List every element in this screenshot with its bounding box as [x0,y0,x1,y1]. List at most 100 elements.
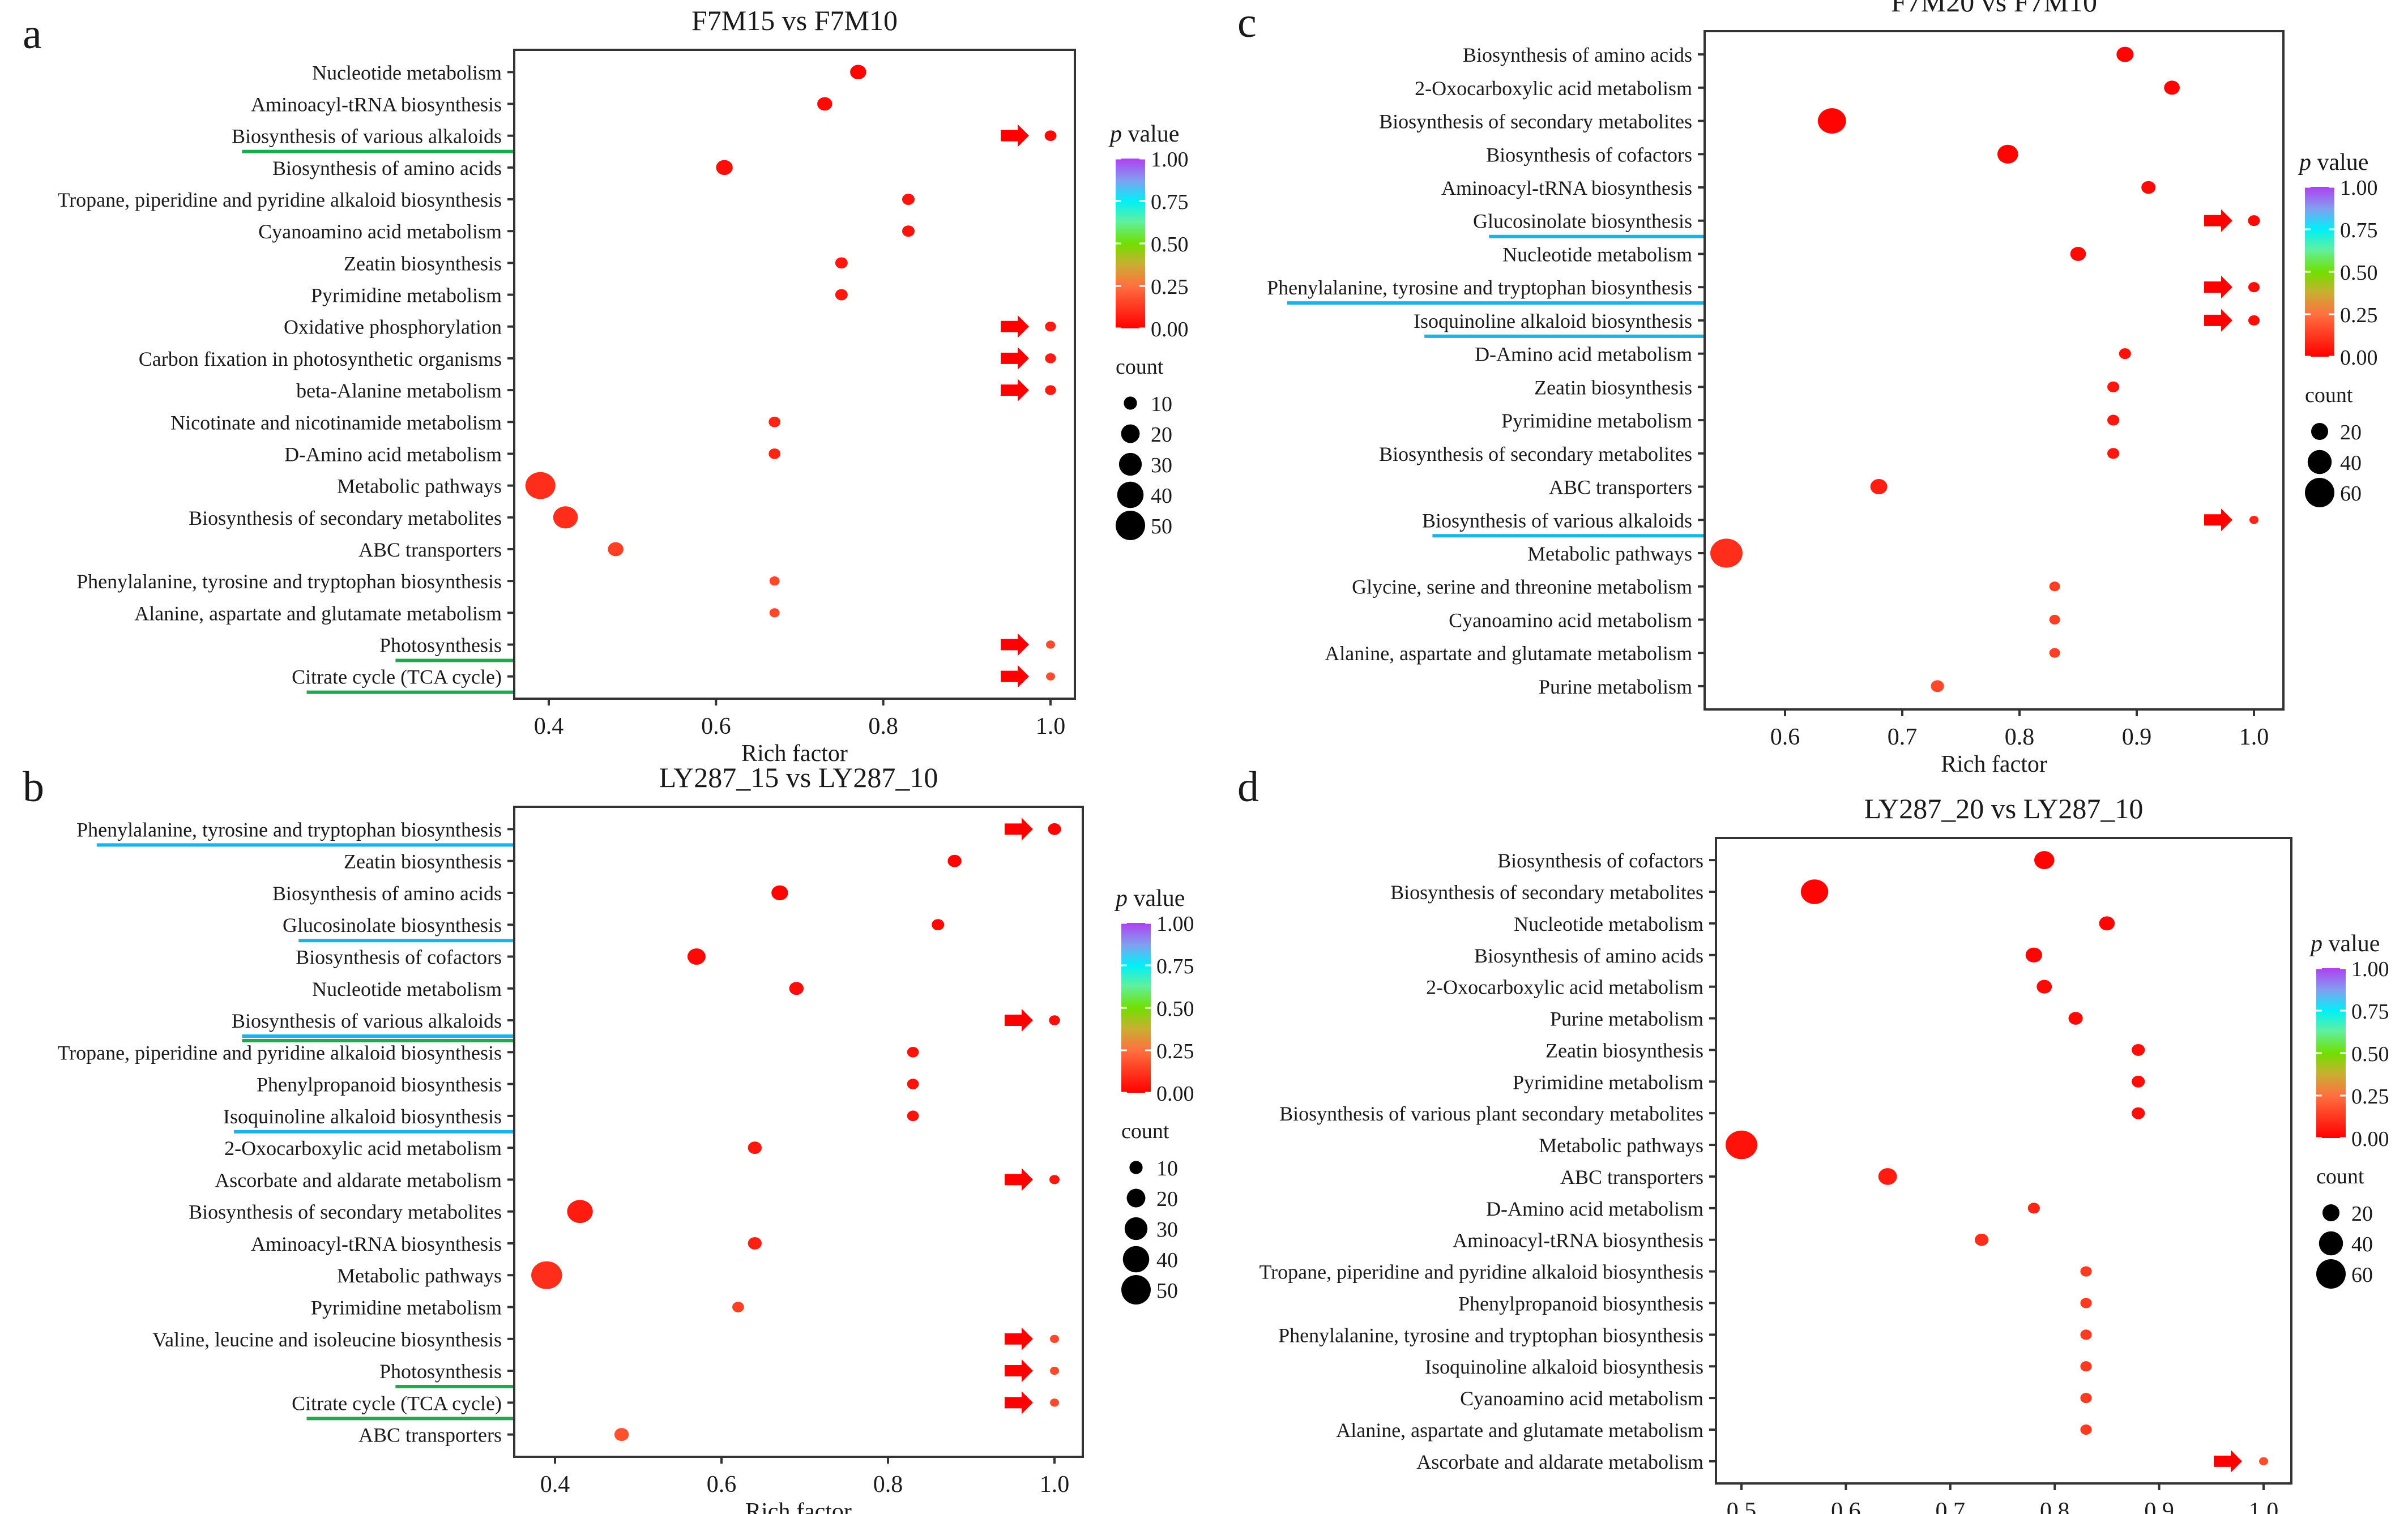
y-tick-label: Glucosinolate biosynthesis [283,914,502,936]
color-bar-label: 0.75 [2340,219,2378,242]
size-legend-label: 40 [2351,1233,2373,1256]
y-tick-label: Biosynthesis of amino acids [1474,944,1703,967]
y-tick-label: Alanine, aspartate and glutamate metabol… [134,602,502,625]
plot-frame [513,806,1084,1458]
y-tick-label: Tropane, piperidine and pyridine alkaloi… [57,189,502,211]
panel-letter: a [23,10,42,58]
color-bar-label: 0.00 [1151,318,1189,341]
y-tick-label: Aminoacyl-tRNA biosynthesis [251,93,502,116]
size-legend-label: 10 [1151,392,1172,416]
highlight-arrow-icon [1001,124,1029,147]
highlight-arrow-icon [1005,1009,1033,1032]
plot-frame [1715,837,2292,1485]
highlight-arrow-icon [2204,309,2232,332]
y-tick-label: Biosynthesis of cofactors [1486,143,1692,166]
y-tick-label: ABC transporters [1560,1166,1703,1188]
data-point [2164,80,2180,95]
y-tick-label: Aminoacyl-tRNA biosynthesis [251,1233,502,1255]
data-point [2248,282,2260,293]
size-legend-dot [1122,1246,1150,1273]
data-point [2049,648,2060,658]
y-tick-label: Zeatin biosynthesis [1534,376,1692,399]
y-tick-label: Cyanoamino acid metabolism [258,220,502,243]
size-legend-label: 30 [1151,454,1172,477]
data-point [2049,581,2060,592]
color-bar-label: 0.25 [2351,1085,2389,1109]
data-point [947,854,962,867]
y-tick-label: 2-Oxocarboxylic acid metabolism [1426,976,1703,999]
panel-letter: d [1237,763,1259,811]
size-legend-label: 20 [2351,1202,2373,1226]
data-point [769,608,780,618]
y-tick-label: Cyanoamino acid metabolism [1449,609,1692,631]
y-tick-label: Biosynthesis of various alkaloids [1422,509,1692,532]
y-tick-label: Nucleotide metabolism [312,978,502,1000]
size-legend-title: count [1116,355,1164,379]
y-tick-label: Cyanoamino acid metabolism [1460,1387,1703,1410]
x-tick-label: 1.0 [1036,713,1066,739]
data-point [2080,1298,2092,1308]
data-point [2049,614,2060,625]
y-tick-label: Biosynthesis of secondary metabolites [189,1201,502,1224]
y-tick-label: Isoquinoline alkaloid biosynthesis [223,1105,502,1128]
color-bar-label: 1.00 [1156,912,1194,936]
color-legend-title: p value [1114,886,1185,912]
data-point [2080,1266,2092,1277]
y-tick-label: Nucleotide metabolism [1514,913,1703,935]
x-tick-label: 1.0 [1040,1472,1070,1498]
highlight-arrow-icon [1001,347,1029,370]
y-tick-label: Biosynthesis of amino acids [272,157,502,179]
data-point [902,225,915,237]
data-point [2070,247,2086,261]
y-tick-label: Carbon fixation in photosynthetic organi… [139,348,502,370]
data-point [2107,381,2120,392]
size-legend-dot [2316,1259,2346,1289]
color-bar-label: 0.00 [2351,1127,2389,1151]
y-tick-label: Biosynthesis of amino acids [272,882,502,905]
data-point [1997,144,2018,164]
y-tick-label: 2-Oxocarboxylic acid metabolism [1415,77,1692,100]
y-tick-label: Phenylpropanoid biosynthesis [257,1074,502,1096]
data-point [907,1079,919,1089]
y-tick-label: Biosynthesis of various plant secondary … [1279,1102,1703,1125]
y-tick-label: Isoquinoline alkaloid biosynthesis [1425,1355,1703,1378]
color-bar-label: 1.00 [2340,176,2378,200]
size-legend-label: 20 [1151,423,1172,447]
y-tick-label: Zeatin biosynthesis [344,252,502,275]
data-point [1878,1168,1897,1185]
data-point [1049,1015,1060,1025]
data-point [902,194,915,205]
y-tick-label: Purine metabolism [1539,675,1692,698]
data-point [2107,414,2120,426]
y-tick-label: D-Amino acid metabolism [284,443,502,465]
size-legend-title: count [1121,1119,1169,1143]
data-point [2080,1361,2092,1372]
y-tick-label: Phenylalanine, tyrosine and tryptophan b… [1278,1324,1703,1346]
data-point [2080,1424,2092,1435]
data-point [2116,46,2134,62]
x-tick-label: 0.7 [1888,724,1918,750]
chart-title: LY287_15 vs LY287_10 [659,762,938,793]
data-point [2249,516,2258,524]
data-point [1045,353,1056,363]
y-tick-label: Metabolic pathways [1527,542,1692,565]
x-tick-label: 0.8 [873,1472,903,1498]
y-tick-label: Phenylalanine, tyrosine and tryptophan b… [76,818,502,841]
size-legend-label: 40 [1151,484,1172,508]
data-point [932,919,945,931]
size-legend-dot [1124,396,1137,410]
data-point [531,1261,562,1289]
data-point [608,542,624,557]
data-point [2068,1012,2083,1025]
y-tick-label: Zeatin biosynthesis [344,850,502,873]
size-legend-dot [2305,478,2334,507]
size-legend-dot [2322,1204,2340,1222]
y-tick-label: Ascorbate and aldarate metabolism [215,1169,502,1191]
x-tick-label: 0.8 [868,713,898,739]
y-tick-label: Aminoacyl-tRNA biosynthesis [1453,1229,1703,1252]
highlight-arrow-icon [1001,633,1029,656]
y-tick-label: ABC transporters [1549,476,1692,499]
color-bar-label: 0.25 [1156,1040,1194,1063]
color-bar-label: 1.00 [2351,957,2389,981]
size-legend-dot [1126,1188,1146,1208]
